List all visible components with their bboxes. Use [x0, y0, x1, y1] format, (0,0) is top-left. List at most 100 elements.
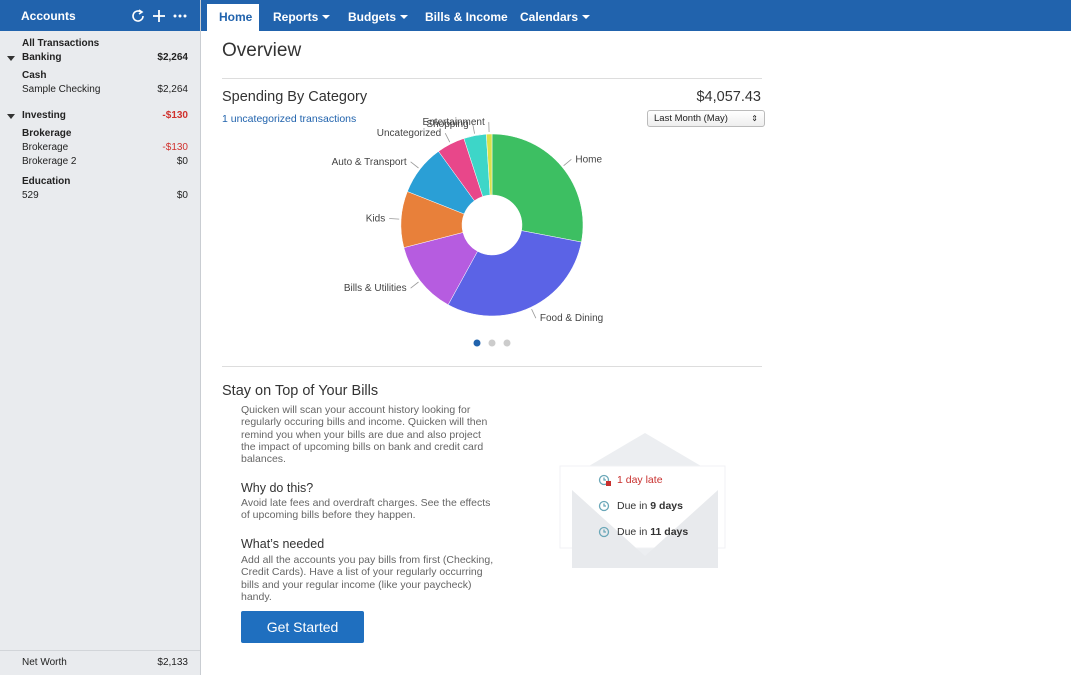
leader-line	[410, 281, 419, 289]
leader-line	[444, 133, 451, 143]
leader-line	[389, 218, 400, 220]
slice-label: Uncategorized	[377, 128, 441, 139]
account-group[interactable]: Investing -$130	[7, 108, 188, 124]
slice-label: Entertainment	[422, 117, 484, 128]
account-group[interactable]: Banking $2,264	[7, 50, 188, 66]
leader-line	[410, 161, 419, 169]
add-icon[interactable]	[153, 10, 165, 22]
pie-slice[interactable]	[486, 133, 493, 196]
nav-home[interactable]: Home	[219, 10, 253, 24]
divider	[0, 650, 200, 651]
pie-slice[interactable]	[447, 230, 582, 317]
account-group-amount: $2,264	[157, 52, 188, 63]
account-group-label: Banking	[22, 52, 62, 63]
account-section-label: Cash	[22, 70, 47, 81]
account-label: 529	[22, 190, 39, 201]
donut-chart: Home Food & Dining Bills & Utilities Kids Au…	[332, 117, 604, 324]
account-amount: -$130	[162, 142, 188, 153]
intro-text: Quicken will scan your account history l…	[241, 404, 488, 466]
dot[interactable]	[488, 339, 496, 347]
spending-total: $4,057.43	[696, 89, 761, 105]
subheading: What’s needed	[241, 537, 325, 551]
due-prefix: Due in	[617, 500, 648, 512]
late-text: 1 day late	[617, 474, 663, 486]
net-worth: Net Worth $2,133	[22, 655, 188, 671]
needed-text: Add all the accounts you pay bills from …	[241, 554, 494, 603]
due-prefix: Due in	[617, 526, 648, 538]
slice-label: Bills & Utilities	[344, 283, 407, 294]
carousel-dots	[473, 339, 511, 347]
collapse-caret[interactable]	[7, 114, 15, 119]
slice-label: Auto & Transport	[332, 157, 407, 168]
nav-label: Calendars	[520, 10, 579, 24]
envelope-illustration	[559, 433, 726, 568]
due-days: 11 days	[650, 526, 689, 538]
net-worth-amount: $2,133	[157, 657, 188, 668]
account-amount: $0	[176, 156, 188, 167]
get-started-button[interactable]: Get Started	[241, 611, 364, 643]
nav-label: Reports	[273, 10, 319, 24]
caret	[582, 15, 591, 19]
section-title: Stay on Top of Your Bills	[222, 383, 379, 399]
uncategorized-link[interactable]: 1 uncategorized transactions	[222, 113, 357, 125]
dot[interactable]	[473, 339, 481, 347]
page-title: Overview	[222, 40, 302, 61]
slice-label: Kids	[366, 214, 385, 225]
account-section: Brokerage	[22, 126, 188, 142]
account[interactable]: Brokerage 2 $0	[22, 154, 188, 170]
period-select[interactable]: Last Month (May) ⇕	[647, 110, 765, 127]
divider	[222, 366, 762, 367]
due-row: Due in 9 days	[617, 500, 683, 512]
sidebar-title[interactable]: Accounts	[21, 9, 76, 23]
nav-label: Budgets	[348, 10, 396, 24]
account-amount: $0	[176, 190, 188, 201]
net-worth-label: Net Worth	[22, 657, 67, 668]
pie-slice[interactable]	[491, 133, 584, 243]
late-badge	[606, 481, 611, 486]
nav-budgets[interactable]: Budgets	[348, 0, 408, 31]
account-group-amount: -$130	[162, 110, 188, 121]
account[interactable]: Brokerage -$130	[22, 140, 188, 156]
sidebar: Accounts All Transactions Banking $2,264 C…	[0, 0, 201, 675]
sidebar-icons	[132, 9, 187, 22]
account-group-label: Investing	[22, 110, 66, 121]
due-days: 9 days	[650, 500, 683, 512]
caret	[400, 15, 408, 19]
caret	[322, 15, 331, 19]
envelope-front	[572, 490, 718, 568]
account-label: Brokerage 2	[22, 156, 77, 167]
leader-line	[531, 308, 537, 319]
sidebar-header	[0, 0, 200, 31]
nav-reports[interactable]: Reports	[273, 0, 331, 31]
select-arrows: ⇕	[751, 114, 758, 123]
slice-label: Shopping	[426, 119, 468, 130]
more-icon[interactable]	[173, 14, 187, 18]
dot[interactable]	[503, 339, 511, 347]
top-nav: Home Reports Budgets Bills & Income Cale…	[201, 0, 1071, 31]
refresh-icon[interactable]	[132, 9, 144, 22]
account-section-label: Brokerage	[22, 128, 72, 139]
section-title: Spending By Category	[222, 89, 368, 105]
collapse-caret[interactable]	[7, 56, 15, 61]
slice-label: Home	[575, 154, 602, 165]
active-tab	[207, 4, 259, 31]
clock-icons	[598, 474, 610, 538]
leader-line	[472, 123, 475, 134]
leader-line	[563, 159, 572, 167]
subheading: Why do this?	[241, 481, 314, 495]
slice-label: Food & Dining	[540, 313, 603, 324]
why-text: Avoid late fees and overdraft charges. S…	[241, 497, 491, 522]
account-section: Cash	[22, 68, 188, 84]
account-section: Education	[22, 174, 188, 190]
account[interactable]: Sample Checking $2,264	[22, 82, 188, 98]
due-row: Due in 11 days	[617, 526, 688, 538]
account-label: Brokerage	[22, 142, 69, 153]
divider	[222, 78, 762, 79]
account-section-label: Education	[22, 176, 71, 187]
account[interactable]: 529 $0	[22, 188, 188, 204]
all-transactions[interactable]: All Transactions	[22, 38, 100, 49]
nav-bills[interactable]: Bills & Income	[425, 10, 508, 24]
nav-calendars[interactable]: Calendars	[520, 0, 591, 31]
period-label: Last Month (May)	[654, 113, 728, 124]
